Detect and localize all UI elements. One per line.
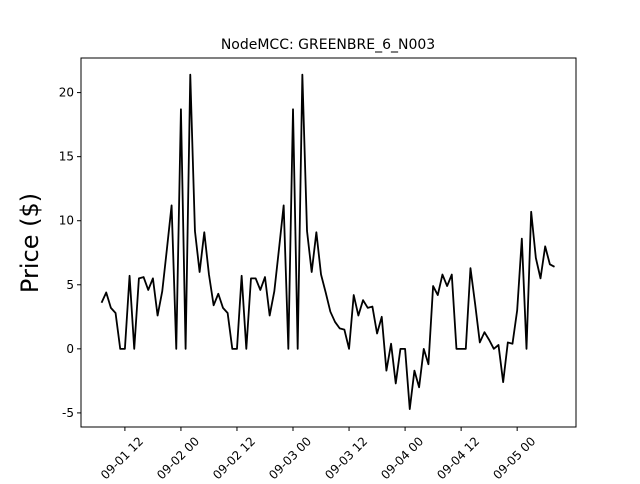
x-tick-label: 09-03 00	[266, 434, 314, 480]
y-tick-label: 5	[66, 278, 74, 292]
plot-frame	[80, 57, 577, 428]
y-tick-label: 15	[59, 150, 74, 164]
y-tick-label: -5	[62, 406, 74, 420]
x-tick-label: 09-03 12	[322, 434, 370, 480]
x-tick-label: 09-02 12	[210, 434, 258, 480]
x-tick-label: 09-01 12	[98, 434, 146, 480]
y-tick-label: 10	[59, 214, 74, 228]
x-tick-label: 09-04 00	[378, 434, 426, 480]
x-tick-label: 09-04 12	[434, 434, 482, 480]
y-tick-label: 0	[66, 342, 74, 356]
y-axis-label: Price ($)	[16, 193, 44, 293]
x-tick-label: 09-02 00	[154, 434, 202, 480]
x-tick-label: 09-05 00	[490, 434, 538, 480]
y-tick-label: 20	[59, 86, 74, 100]
chart-title: NodeMCC: GREENBRE_6_N003	[221, 37, 435, 53]
price-line	[100, 73, 555, 410]
